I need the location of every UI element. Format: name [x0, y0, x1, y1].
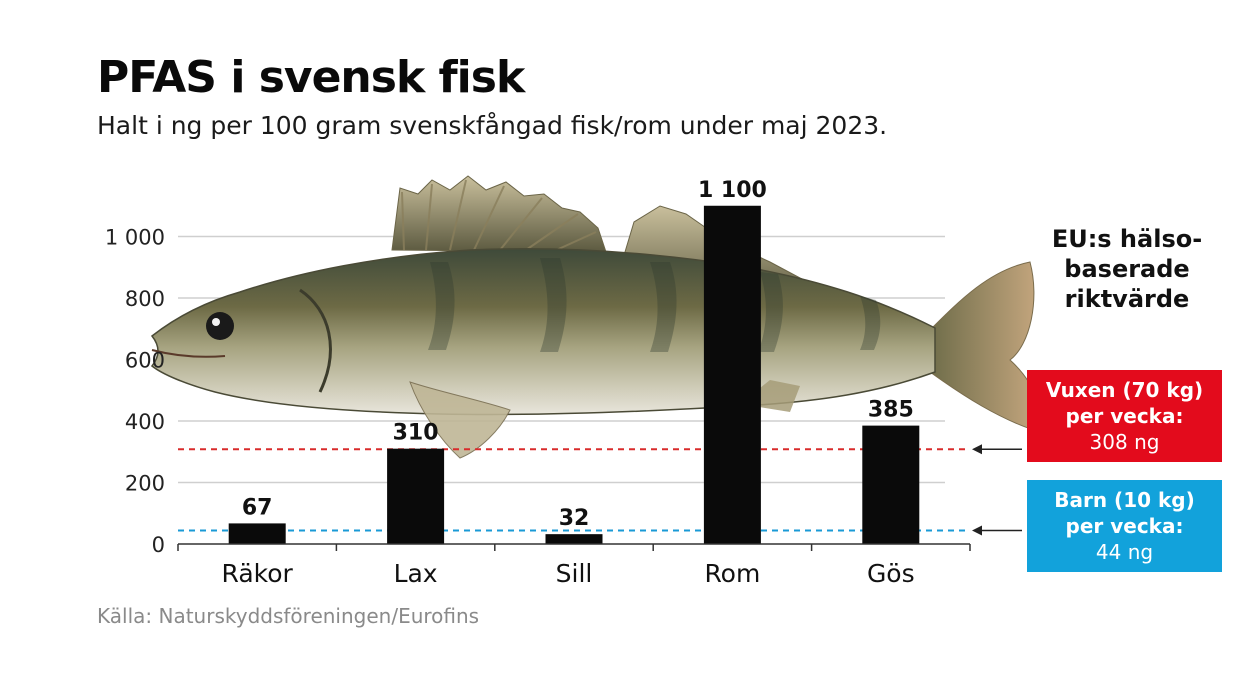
x-tick-label: Räkor — [222, 559, 294, 588]
adult-guideline-period: per vecka: — [1065, 404, 1184, 428]
x-tick-label: Gös — [867, 559, 915, 588]
bar — [703, 205, 761, 544]
bar — [545, 534, 603, 544]
bar — [228, 523, 286, 544]
y-tick-label: 0 — [152, 533, 165, 557]
x-tick-label: Lax — [394, 559, 438, 588]
reference-lines — [178, 444, 1022, 536]
bars: 67 310 32 1 100 385 — [228, 178, 920, 544]
y-tick-label: 1 000 — [105, 226, 165, 250]
y-tick-label: 200 — [125, 472, 165, 496]
y-tick-label: 400 — [125, 410, 165, 434]
bar-value-label: 385 — [868, 398, 914, 423]
bar-value-label: 32 — [559, 506, 590, 531]
bar-value-label: 67 — [242, 495, 273, 520]
source-note: Källa: Naturskyddsföreningen/Eurofins — [97, 604, 480, 628]
eu-heading-line: baserade — [1064, 255, 1190, 283]
child-guideline-label: Barn (10 kg) — [1054, 488, 1195, 512]
y-tick-label: 600 — [125, 349, 165, 373]
adult-guideline-value: 308 ng — [1089, 430, 1160, 454]
x-tick-label: Sill — [556, 559, 593, 588]
bar-value-label: 310 — [393, 421, 439, 446]
chart-subtitle: Halt i ng per 100 gram svenskfångad fisk… — [97, 111, 888, 140]
arrow-head-icon — [972, 444, 982, 455]
x-tick-label: Rom — [704, 559, 760, 588]
adult-guideline-label: Vuxen (70 kg) — [1045, 378, 1204, 402]
adult-guideline-box: Vuxen (70 kg) per vecka: 308 ng — [1027, 370, 1222, 462]
bar — [862, 425, 920, 544]
bar-value-label: 1 100 — [698, 178, 767, 203]
child-guideline-period: per vecka: — [1065, 514, 1184, 538]
bar — [387, 448, 445, 544]
chart-title: PFAS i svensk fisk — [97, 52, 525, 103]
child-guideline-box: Barn (10 kg) per vecka: 44 ng — [1027, 480, 1222, 572]
arrow-head-icon — [972, 525, 982, 536]
eu-heading-line: riktvärde — [1064, 285, 1190, 313]
child-guideline-value: 44 ng — [1095, 540, 1154, 564]
axes: 0 200 400 600 800 1 000 Räkor Lax Sill Rom Gös — [105, 226, 971, 588]
y-tick-label: 800 — [125, 287, 165, 311]
eu-guideline-heading: EU:s hälso- baserade riktvärde — [1022, 224, 1232, 314]
eu-heading-line: EU:s hälso- — [1051, 225, 1203, 253]
